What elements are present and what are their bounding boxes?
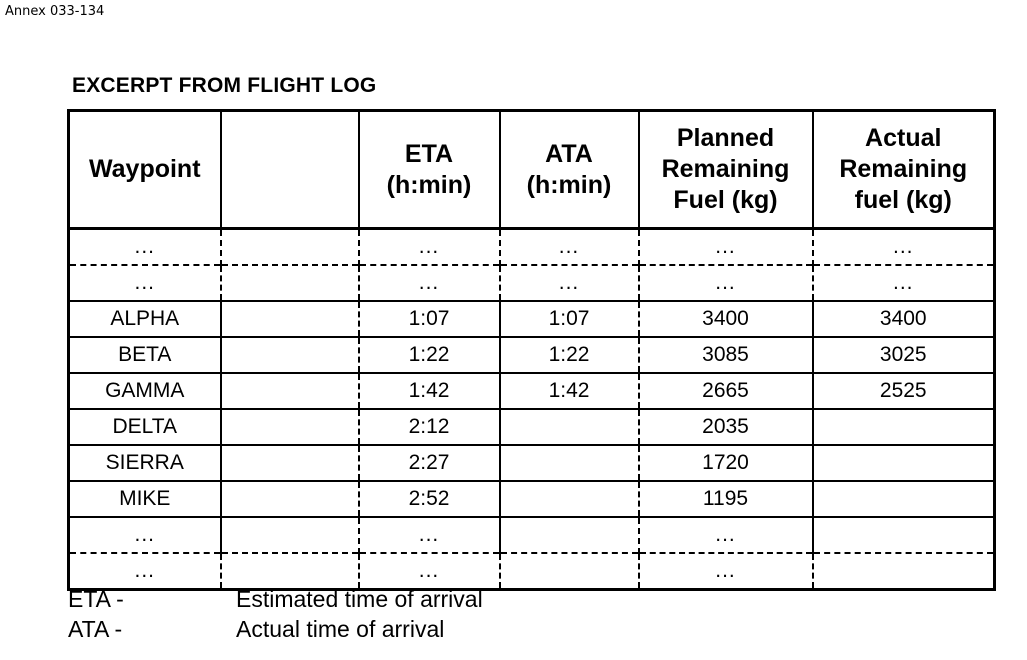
cell-actual-fuel: ... (811, 228, 995, 265)
cell-planned-fuel: ... (637, 516, 813, 553)
cell-waypoint: ALPHA (68, 300, 221, 337)
cell-actual-fuel (811, 516, 995, 553)
cell-ata (498, 408, 639, 445)
header-eta: ETA (h:min) (357, 110, 500, 230)
cell-blank (219, 300, 359, 337)
document-title: EXCERPT FROM FLIGHT LOG (72, 74, 377, 97)
cell-waypoint: MIKE (68, 480, 221, 517)
header-ata: ATA (h:min) (498, 110, 639, 230)
cell-blank (219, 408, 359, 445)
table-row: BETA 1:22 1:22 3085 3025 (68, 336, 995, 373)
cell-planned-fuel: 3400 (637, 300, 813, 337)
table-row: DELTA 2:12 2035 (68, 408, 995, 445)
cell-actual-fuel (811, 408, 995, 445)
header-planned-fuel: Planned Remaining Fuel (kg) (637, 110, 813, 230)
table-row: ......... (68, 516, 995, 553)
header-waypoint: Waypoint (68, 110, 221, 230)
cell-waypoint: SIERRA (68, 444, 221, 481)
cell-waypoint: ... (68, 552, 221, 590)
cell-blank (219, 372, 359, 409)
annex-label: Annex 033-134 (5, 4, 105, 19)
flight-log-table: Waypoint ETA (h:min) ATA (h:min) Planned… (67, 109, 996, 591)
cell-eta: ... (357, 228, 500, 265)
table-body: .............................. ALPHA 1:07 1… (68, 228, 995, 590)
table-row: GAMMA 1:42 1:42 2665 2525 (68, 372, 995, 409)
cell-actual-fuel (811, 552, 995, 590)
cell-waypoint: ... (68, 516, 221, 553)
table-row: ............... (69, 228, 995, 265)
cell-blank (219, 228, 359, 265)
cell-eta: 1:22 (357, 336, 500, 373)
cell-eta: ... (357, 264, 500, 301)
cell-actual-fuel: 3400 (811, 300, 995, 337)
cell-waypoint: DELTA (68, 408, 221, 445)
legend-abbr-eta: ETA - (68, 586, 124, 612)
cell-ata: ... (498, 264, 639, 301)
cell-eta: 2:27 (357, 444, 500, 481)
legend-abbr-ata: ATA - (68, 616, 123, 642)
cell-waypoint: ... (68, 264, 221, 301)
cell-ata: ... (498, 228, 639, 265)
cell-eta: 1:07 (357, 300, 500, 337)
cell-blank (219, 336, 359, 373)
cell-actual-fuel: 2525 (811, 372, 995, 409)
cell-planned-fuel: 1195 (637, 480, 813, 517)
cell-ata: 1:42 (498, 372, 639, 409)
cell-actual-fuel (811, 444, 995, 481)
cell-waypoint: ... (134, 235, 155, 258)
cell-actual-fuel (811, 480, 995, 517)
cell-ata (498, 552, 639, 590)
cell-ata: 1:22 (498, 336, 639, 373)
cell-eta: ... (357, 552, 500, 590)
cell-planned-fuel: ... (637, 264, 813, 301)
cell-ata (498, 480, 639, 517)
cell-eta: 2:52 (357, 480, 500, 517)
legend-meaning-ata: Actual time of arrival (236, 616, 445, 642)
cell-planned-fuel: ... (637, 552, 813, 590)
cell-ata: 1:07 (498, 300, 639, 337)
cell-planned-fuel: ... (637, 228, 813, 265)
header-blank (219, 110, 359, 230)
cell-blank (219, 444, 359, 481)
cell-waypoint: BETA (68, 336, 221, 373)
cell-waypoint: GAMMA (68, 372, 221, 409)
table-row: ............... (68, 264, 995, 301)
cell-actual-fuel: 3025 (811, 336, 995, 373)
cell-eta: ... (357, 516, 500, 553)
table-row: SIERRA 2:27 1720 (68, 444, 995, 481)
table-header-row: Waypoint ETA (h:min) ATA (h:min) Planned… (68, 110, 995, 230)
cell-ata (498, 444, 639, 481)
legend-meaning-eta: Estimated time of arrival (236, 586, 483, 612)
header-actual-fuel: Actual Remaining fuel (kg) (811, 110, 995, 230)
cell-eta: 2:12 (357, 408, 500, 445)
cell-blank (219, 480, 359, 517)
table-row: MIKE 2:52 1195 (68, 480, 995, 517)
cell-eta: 1:42 (357, 372, 500, 409)
cell-planned-fuel: 2035 (637, 408, 813, 445)
cell-ata (498, 516, 639, 553)
cell-actual-fuel: ... (811, 264, 995, 301)
cell-planned-fuel: 2665 (637, 372, 813, 409)
cell-planned-fuel: 1720 (637, 444, 813, 481)
table-row: ALPHA 1:07 1:07 3400 3400 (68, 300, 995, 337)
cell-planned-fuel: 3085 (637, 336, 813, 373)
table-row: ......... (68, 552, 995, 590)
cell-blank (219, 264, 359, 301)
cell-blank (219, 552, 359, 590)
cell-blank (219, 516, 359, 553)
